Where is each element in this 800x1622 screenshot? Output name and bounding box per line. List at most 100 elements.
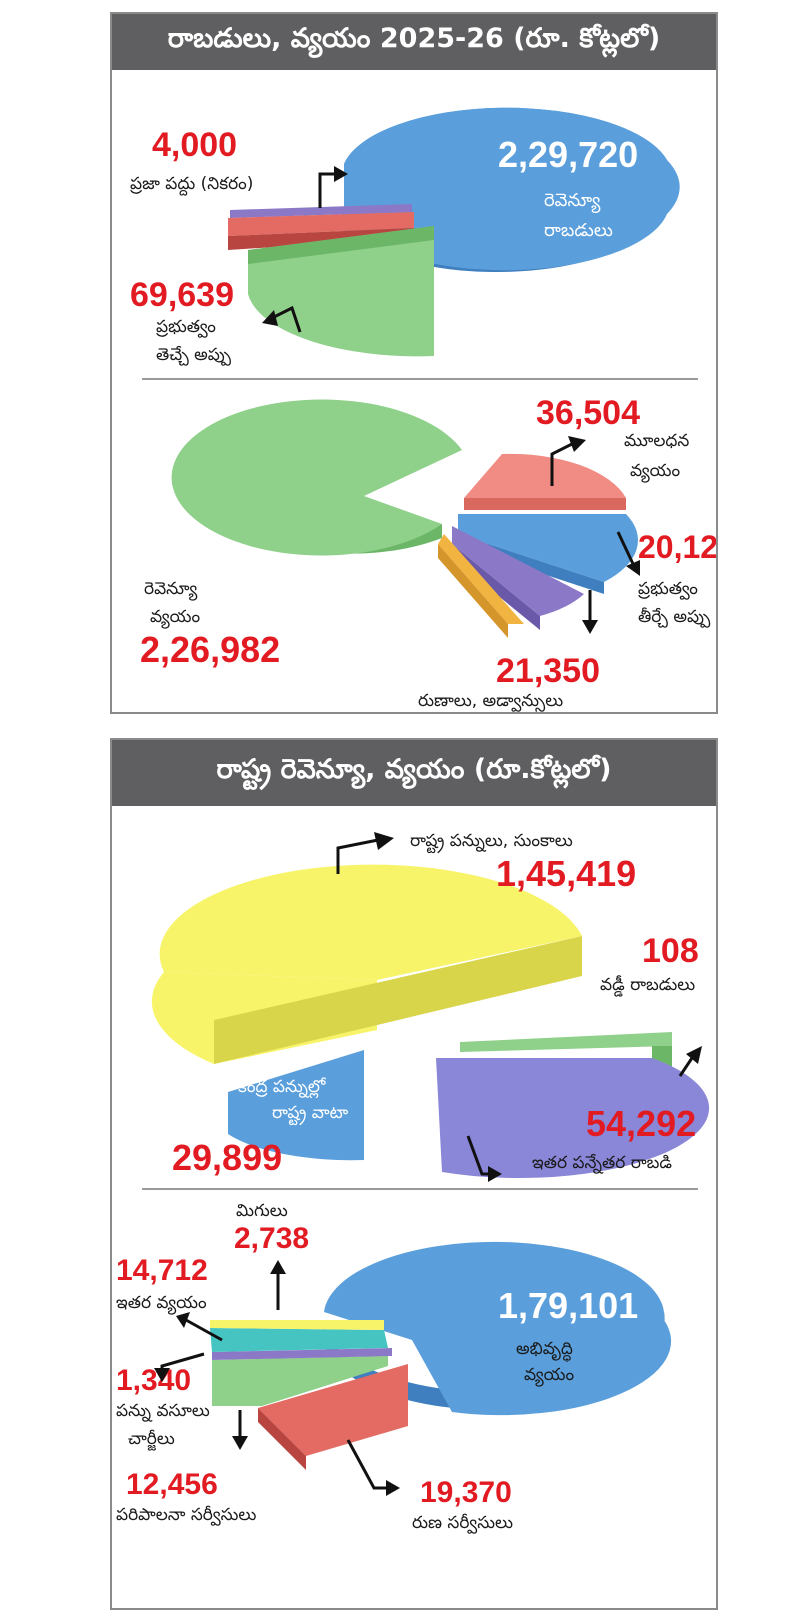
debt-arrowhead <box>386 1480 400 1496</box>
loans-value: 21,350 <box>496 652 600 690</box>
repay-label-1: ప్రభుత్వం <box>638 579 698 600</box>
slice-repay <box>458 514 639 582</box>
repay-arrowhead <box>626 560 640 576</box>
central-share-value: 29,899 <box>172 1137 282 1178</box>
slice-dev <box>324 1241 672 1416</box>
slice-taxcol <box>212 1348 392 1360</box>
revenue-exp-label-1: రెవెన్యూ <box>144 579 197 601</box>
interest-value: 108 <box>642 932 699 970</box>
slice-capital <box>464 453 626 498</box>
state-revenue-panel: రాష్ట్ర రెవెన్యూ, వ్యయం (రూ.కోట్లలో) రాష… <box>110 738 718 1610</box>
surplus-value: 2,738 <box>234 1222 309 1255</box>
taxcol-value: 1,340 <box>116 1364 191 1397</box>
slice-revenue-exp <box>171 399 462 556</box>
repay-label-2: తీర్చే అప్పు <box>638 607 710 628</box>
public-debt-arrowhead <box>334 166 348 182</box>
state-tax-value: 1,45,419 <box>496 853 636 894</box>
loans-label: రుణాలు, అడ్వాన్సులు <box>418 691 563 712</box>
slice-interest <box>460 1032 672 1052</box>
borrowing-label-2: తెచ్చే అప్పు <box>156 345 231 366</box>
receipts-pie <box>228 107 680 357</box>
panel-title: రాష్ట్ర రెవెన్యూ, వ్యయం (రూ.కోట్లలో) <box>112 740 716 806</box>
dev-value: 1,79,101 <box>498 1285 638 1326</box>
borrowing-arrowhead <box>262 310 278 326</box>
slice-state-tax-front <box>214 936 582 1064</box>
slice-capital-front <box>464 498 626 510</box>
revenue-pie <box>151 864 710 1179</box>
public-debt-label: ప్రజా పద్దు (నికరం) <box>130 174 253 196</box>
slice-non-tax <box>436 1058 710 1179</box>
slice-borrowing <box>248 226 434 357</box>
surplus-label: మిగులు <box>236 1201 288 1221</box>
revenue-receipts-label-2: రాబడులు <box>544 220 613 241</box>
revenue-receipts-label-1: రెవెన్యూ <box>544 190 601 213</box>
section-divider <box>142 1188 698 1190</box>
debt-label: రుణ సర్వీసులు <box>412 1513 513 1534</box>
revenue-receipts-value: 2,29,720 <box>498 134 638 175</box>
dev-label-2: వ్యయం <box>524 1365 575 1387</box>
repay-value: 20,127 <box>638 529 716 565</box>
state-tax-arrowhead <box>374 832 394 850</box>
debt-value: 19,370 <box>420 1476 512 1509</box>
surplus-arrowhead <box>270 1260 286 1274</box>
dev-label-1: అభివృద్ధి <box>516 1339 573 1362</box>
state-tax-label: రాష్ట్ర పన్నులు, సుంకాలు <box>410 831 573 854</box>
public-debt-value: 4,000 <box>152 126 237 164</box>
revenue-exp-value: 2,26,982 <box>140 629 280 670</box>
expenditure-pie <box>210 1241 672 1470</box>
slice-public-debt <box>230 204 412 218</box>
central-share-label-1: కేంద్ర పన్నుల్లో <box>238 1077 327 1099</box>
debt-arrow <box>346 1439 388 1490</box>
slice-other <box>210 1328 388 1352</box>
state-tax-arrow <box>336 838 379 874</box>
capital-label-2: వ్యయం <box>630 461 681 483</box>
revenue-exp-label-2: వ్యయం <box>150 607 201 629</box>
borrowing-label-1: ప్రభుత్వం <box>156 317 216 338</box>
slice-state-tax <box>159 864 582 980</box>
admin-value: 12,456 <box>126 1468 218 1501</box>
slice-loans <box>452 526 584 616</box>
interest-arrow <box>678 1057 694 1077</box>
taxcol-arrowhead <box>154 1368 170 1382</box>
borrowing-arrow <box>271 305 302 333</box>
capital-label-1: మూలధన <box>624 431 689 451</box>
panel-title-text: రాబడులు, వ్యయం 2025-26 (రూ. కోట్లలో) <box>167 23 661 54</box>
repay-arrow <box>616 531 636 567</box>
taxcol-label-2: చార్జీలు <box>128 1429 175 1451</box>
admin-label: పరిపాలనా సర్వీసులు <box>116 1505 256 1526</box>
slice-central-share <box>228 1050 364 1161</box>
other-arrowhead <box>176 1312 190 1328</box>
slice-orange <box>438 534 524 624</box>
expenditure-pie <box>171 399 639 638</box>
slice-red-front <box>228 228 414 250</box>
capital-arrowhead <box>568 436 586 452</box>
receipts-expenditure-panel: రాబడులు, వ్యయం 2025-26 (రూ. కోట్లలో) 2,2… <box>110 12 718 714</box>
central-share-label-2: రాష్ట్ర వాటా <box>272 1103 349 1126</box>
public-debt-arrow <box>318 172 334 208</box>
interest-arrowhead <box>686 1046 702 1064</box>
slice-debt <box>258 1364 408 1456</box>
slice-loans-side <box>452 544 540 630</box>
non-tax-value: 54,292 <box>586 1103 696 1144</box>
panel-title: రాబడులు, వ్యయం 2025-26 (రూ. కోట్లలో) <box>112 14 716 70</box>
capital-arrow <box>550 442 573 486</box>
section-divider <box>142 378 698 380</box>
slice-surplus <box>210 1320 384 1330</box>
capital-value: 36,504 <box>536 394 640 432</box>
receipts-pie-chart: 2,29,720 రెవెన్యూ రాబడులు 4,000 ప్రజా పద… <box>130 107 716 712</box>
other-label: ఇతర వ్యయం <box>116 1293 207 1315</box>
non-tax-arrowhead <box>488 1166 502 1182</box>
admin-arrowhead <box>232 1436 248 1450</box>
taxcol-label-1: పన్ను వసూలు <box>116 1401 210 1422</box>
state-revenue-pie-chart: రాష్ట్ర పన్నులు, సుంకాలు 1,45,419 108 వడ… <box>116 831 710 1534</box>
other-value: 14,712 <box>116 1254 208 1287</box>
slice-orange-front <box>438 544 508 638</box>
borrowing-value: 69,639 <box>130 276 234 314</box>
non-tax-arrow <box>466 1135 490 1176</box>
panel-title-text: రాష్ట్ర రెవెన్యూ, వ్యయం (రూ.కోట్లలో) <box>216 754 612 785</box>
other-arrow <box>185 1318 223 1342</box>
loans-arrowhead <box>582 620 598 634</box>
slice-debt-front <box>258 1408 306 1470</box>
slice-admin <box>212 1356 388 1406</box>
non-tax-label: ఇతర పన్నేతర రాబడి <box>532 1153 672 1174</box>
